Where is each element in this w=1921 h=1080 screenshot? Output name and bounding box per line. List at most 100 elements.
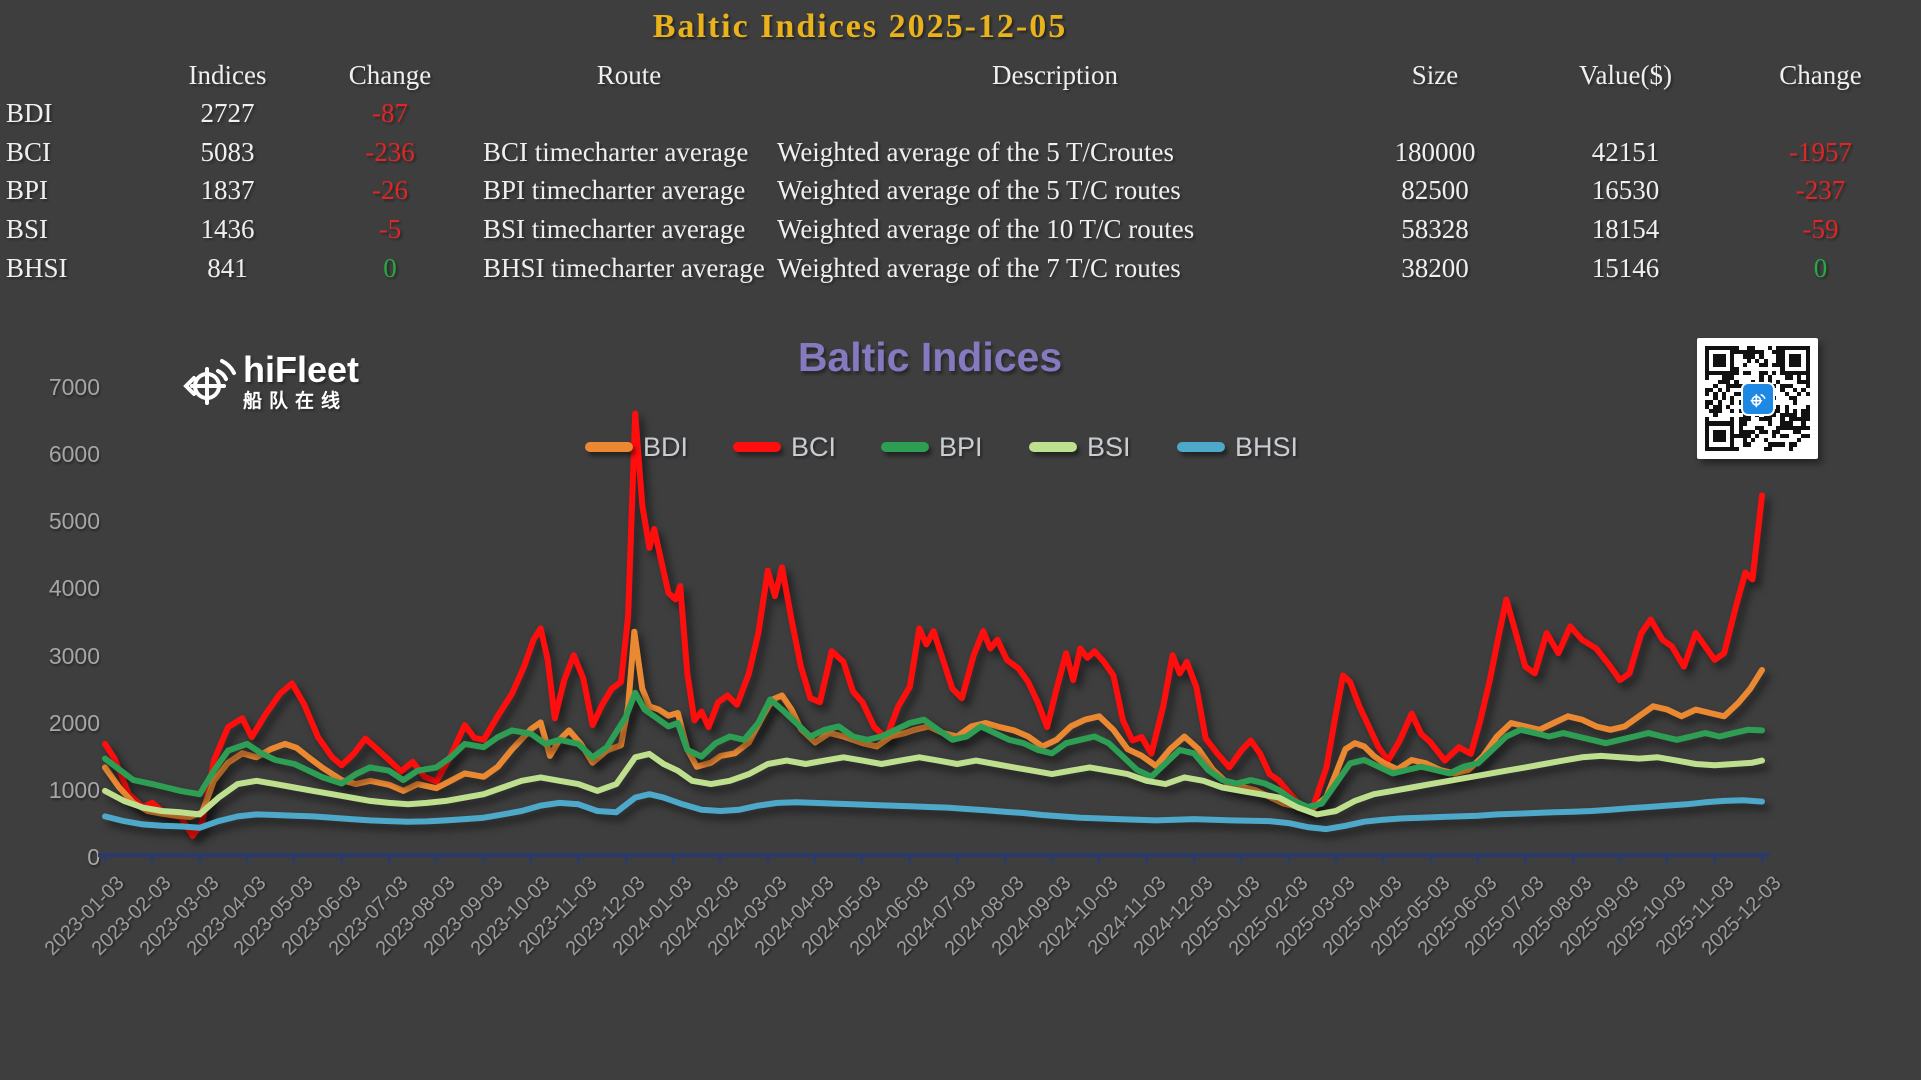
series-line-BHSI (102, 791, 1765, 833)
legend-swatch-BCI (733, 442, 781, 452)
row-index-value: 841 (207, 252, 248, 283)
row-size: 38200 (1401, 252, 1469, 283)
legend-item-BPI: BPI (881, 432, 983, 462)
row-value-change: -59 (1802, 214, 1839, 245)
qr-code (1697, 338, 1818, 459)
x-tick (1476, 857, 1479, 865)
y-tick-label: 4000 (48, 575, 100, 602)
x-tick (293, 857, 296, 865)
x-tick (766, 857, 769, 865)
x-tick (198, 857, 201, 865)
row-index-value: 2727 (200, 98, 255, 128)
row-route (483, 94, 775, 132)
row-value: 16530 (1591, 175, 1660, 206)
header-value-change: Change (1779, 60, 1862, 90)
x-tick (246, 857, 249, 865)
row-route: BHSI timecharter average (483, 252, 765, 283)
x-tick (814, 857, 817, 865)
qr-pattern (1705, 346, 1810, 451)
legend-label: BCI (791, 431, 837, 462)
x-tick (1713, 857, 1716, 865)
x-tick (1003, 857, 1006, 865)
x-tick (151, 857, 154, 865)
row-route: BPI timecharter average (483, 175, 746, 206)
x-tick (1761, 857, 1763, 865)
x-tick (1098, 857, 1101, 865)
y-tick-label: 1000 (48, 776, 100, 803)
legend-swatch-BSI (1029, 442, 1077, 452)
page-title: Baltic Indices 2025-12-05 (652, 8, 1068, 45)
chart-title: Baltic Indices (797, 334, 1063, 380)
legend-swatch-BPI (881, 442, 929, 452)
row-value: 15146 (1591, 252, 1660, 283)
row-index-change: -236 (365, 136, 415, 167)
x-tick (530, 857, 533, 865)
hifleet-watermark: hiFleet 船队在线 (183, 352, 359, 411)
row-value-change: -1957 (1789, 136, 1852, 167)
legend-item-BHSI: BHSI (1177, 432, 1298, 462)
x-tick (1618, 857, 1621, 865)
table-row: BCI 5083 -236 BCI timecharter average We… (0, 133, 1921, 171)
row-route: BSI timecharter average (483, 214, 746, 245)
legend-item-BSI: BSI (1029, 432, 1131, 462)
row-index-value: 1837 (200, 175, 255, 206)
series-line-BCI (102, 410, 1765, 839)
row-index-name: BSI (6, 214, 49, 245)
row-size (1335, 94, 1535, 132)
x-tick (340, 857, 343, 865)
legend-item-BCI: BCI (733, 432, 836, 462)
x-tick (577, 857, 580, 865)
header-value: Value($) (1579, 60, 1672, 90)
x-tick (104, 857, 106, 865)
watermark-brand: hiFleet (243, 349, 360, 390)
y-tick-label: 2000 (48, 709, 100, 736)
series-line-BDI (102, 628, 1765, 820)
table-row: BDI 2727 -87 (0, 94, 1921, 132)
row-description: Weighted average of the 5 T/Croutes (777, 136, 1174, 167)
row-route: BCI timecharter average (483, 136, 749, 167)
series-line-BPI (102, 689, 1765, 810)
y-tick-label: 7000 (48, 374, 100, 400)
x-tick (1050, 857, 1053, 865)
row-value (1528, 94, 1723, 132)
x-tick (624, 857, 627, 865)
x-tick (719, 857, 722, 865)
x-tick (1666, 857, 1669, 865)
row-description (777, 94, 1333, 132)
row-value: 42151 (1591, 136, 1660, 167)
x-tick (1429, 857, 1432, 865)
legend-item-BDI: BDI (585, 432, 688, 462)
x-tick (1524, 857, 1527, 865)
legend-label: BDI (643, 431, 689, 462)
x-tick (388, 857, 391, 865)
legend-label: BSI (1087, 431, 1131, 462)
x-tick (1240, 857, 1243, 865)
row-value: 18154 (1591, 214, 1660, 245)
x-tick (672, 857, 675, 865)
y-tick-label: 6000 (48, 441, 100, 468)
row-index-change: -26 (372, 175, 408, 206)
row-index-name: BDI (6, 98, 53, 128)
row-index-name: BHSI (6, 252, 68, 283)
table-header-row: Indices Change Route Description Size Va… (0, 56, 1921, 94)
row-size: 58328 (1401, 214, 1469, 245)
row-index-change: -5 (378, 214, 402, 245)
row-description: Weighted average of the 5 T/C routes (777, 175, 1181, 206)
legend-swatch-BDI (585, 442, 633, 452)
row-value-change: -237 (1795, 175, 1846, 206)
row-size: 82500 (1401, 175, 1469, 206)
row-value-change (1728, 94, 1913, 132)
y-tick-label: 5000 (48, 508, 100, 535)
x-tick (1145, 857, 1148, 865)
row-index-name: BPI (6, 175, 49, 206)
row-index-name: BCI (6, 136, 52, 167)
y-tick-label: 0 (87, 844, 100, 870)
watermark-tagline: 船队在线 (243, 391, 348, 412)
header-indices: Indices (188, 60, 267, 90)
header-change: Change (348, 60, 432, 90)
x-tick (956, 857, 959, 865)
x-tick (435, 857, 438, 865)
table-row: BSI 1436 -5 BSI timecharter average Weig… (0, 210, 1921, 248)
x-tick (1571, 857, 1574, 865)
